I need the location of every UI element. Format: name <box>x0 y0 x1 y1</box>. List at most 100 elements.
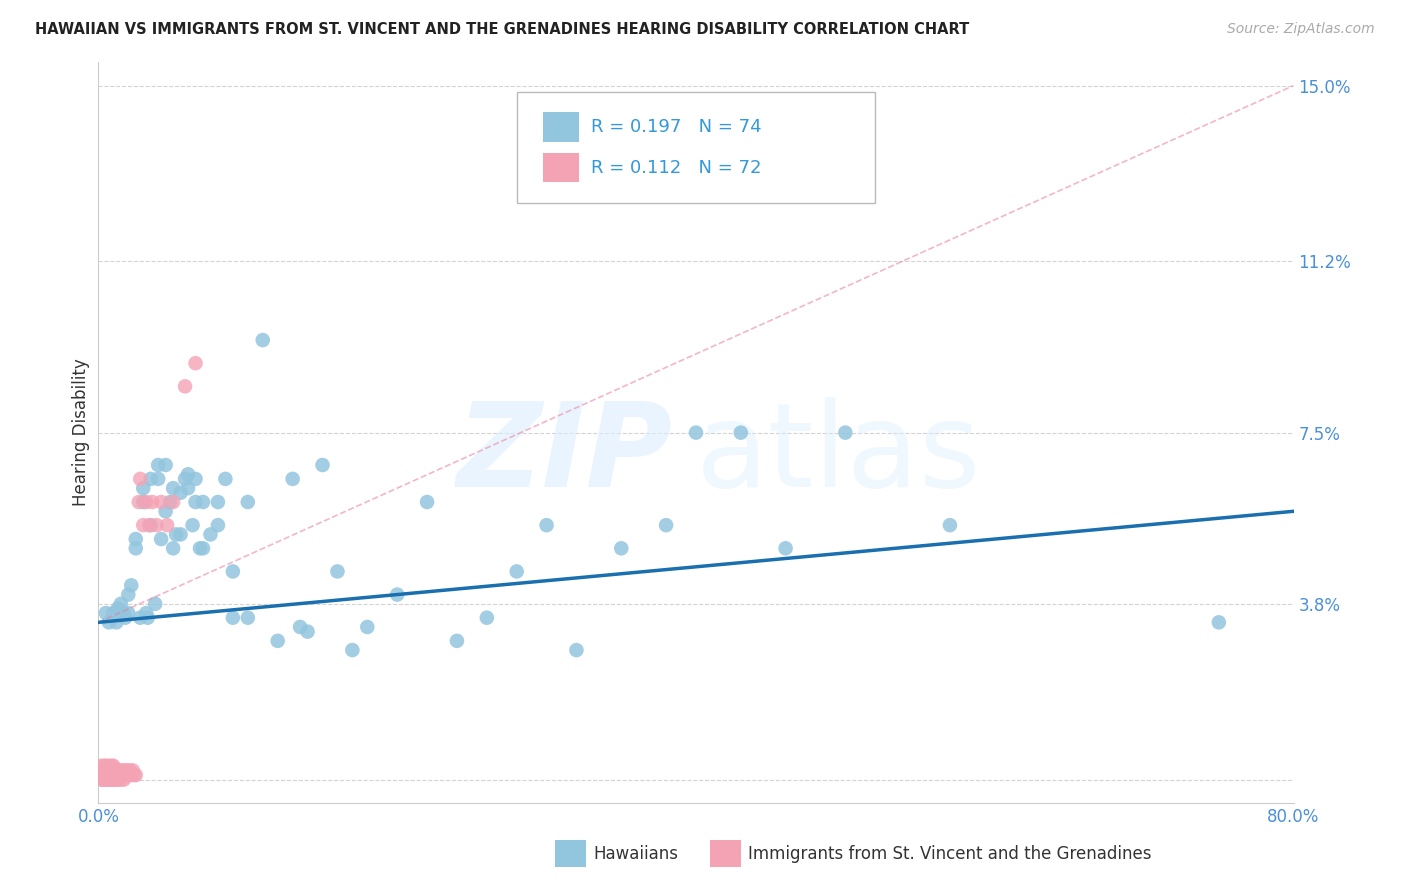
Point <box>1208 615 1230 630</box>
Point <box>150 532 173 546</box>
Point <box>103 768 125 782</box>
Point <box>91 764 114 778</box>
Text: ZIP: ZIP <box>456 397 672 512</box>
Point <box>107 768 129 782</box>
Point <box>165 527 187 541</box>
Point <box>169 527 191 541</box>
Point <box>174 379 197 393</box>
Point <box>114 610 136 624</box>
Point <box>834 425 856 440</box>
Point <box>128 495 150 509</box>
Point <box>610 541 633 556</box>
Point <box>188 541 211 556</box>
Point <box>162 481 184 495</box>
Point <box>939 518 962 533</box>
Point <box>121 764 143 778</box>
Point <box>124 768 146 782</box>
Point <box>342 643 364 657</box>
Point <box>184 472 207 486</box>
Point <box>93 758 115 772</box>
Point <box>117 606 139 620</box>
Point <box>184 356 207 370</box>
Point <box>155 458 177 472</box>
Point <box>97 768 120 782</box>
Point <box>97 615 120 630</box>
Point <box>101 764 124 778</box>
Point <box>108 768 131 782</box>
Point <box>120 768 142 782</box>
Point <box>118 764 141 778</box>
Point <box>191 541 214 556</box>
Point <box>94 606 117 620</box>
Point <box>120 578 142 592</box>
Point <box>101 768 124 782</box>
Point <box>94 768 117 782</box>
Point <box>174 472 197 486</box>
Point <box>90 768 112 782</box>
Point <box>288 620 311 634</box>
Point <box>162 495 184 509</box>
Point <box>730 425 752 440</box>
Point <box>125 532 148 546</box>
Point <box>385 588 409 602</box>
Point <box>184 495 207 509</box>
Point <box>775 541 797 556</box>
Point <box>117 768 139 782</box>
Point <box>236 495 259 509</box>
Point <box>107 601 129 615</box>
Point <box>93 772 115 787</box>
Point <box>105 772 128 787</box>
Point <box>159 495 181 509</box>
Point <box>446 633 468 648</box>
Point <box>177 467 200 482</box>
Point <box>132 481 155 495</box>
Point <box>101 758 124 772</box>
Point <box>108 764 131 778</box>
Point <box>150 495 173 509</box>
Point <box>90 758 112 772</box>
Point <box>129 472 152 486</box>
Point <box>181 518 204 533</box>
Point <box>655 518 678 533</box>
Point <box>112 772 135 787</box>
Point <box>111 764 134 778</box>
Point <box>103 758 125 772</box>
Point <box>107 764 129 778</box>
Point <box>96 764 118 778</box>
Point <box>169 485 191 500</box>
Point <box>236 610 259 624</box>
Point <box>222 565 245 579</box>
FancyBboxPatch shape <box>543 112 579 142</box>
Point <box>98 764 122 778</box>
Point <box>222 610 245 624</box>
Text: Immigrants from St. Vincent and the Grenadines: Immigrants from St. Vincent and the Gren… <box>748 845 1152 863</box>
Y-axis label: Hearing Disability: Hearing Disability <box>72 359 90 507</box>
Point <box>326 565 349 579</box>
Point <box>110 597 132 611</box>
Point <box>565 643 588 657</box>
Point <box>685 425 707 440</box>
Point <box>136 610 159 624</box>
Point <box>104 764 127 778</box>
Point <box>132 495 155 509</box>
Point <box>96 768 118 782</box>
Point <box>110 768 132 782</box>
Point <box>115 768 138 782</box>
Text: R = 0.197   N = 74: R = 0.197 N = 74 <box>591 118 762 136</box>
Point <box>94 764 117 778</box>
Point <box>101 772 124 787</box>
Point <box>475 610 498 624</box>
Point <box>103 764 125 778</box>
Point <box>111 768 134 782</box>
Point <box>141 495 163 509</box>
Point <box>112 768 135 782</box>
Point <box>506 565 529 579</box>
Point <box>132 518 155 533</box>
Point <box>112 606 135 620</box>
Point <box>143 597 166 611</box>
Point <box>91 768 114 782</box>
Point <box>91 772 114 787</box>
Point <box>138 518 160 533</box>
Text: Hawaiians: Hawaiians <box>593 845 678 863</box>
Point <box>114 764 136 778</box>
